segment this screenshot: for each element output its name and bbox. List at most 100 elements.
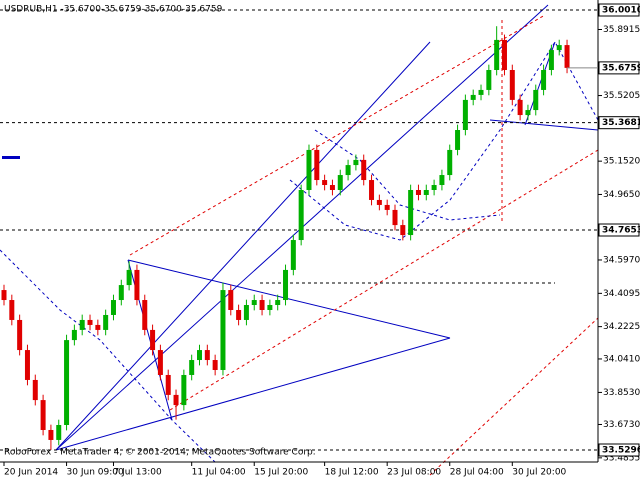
- candle-body: [126, 269, 132, 286]
- x-tick-label: 7 Jul 13:00: [113, 468, 162, 478]
- candle-body: [48, 429, 54, 440]
- level-label: 35.3681: [602, 118, 640, 128]
- candle-body: [236, 309, 242, 320]
- x-tick-label: 28 Jul 04:00: [450, 468, 504, 478]
- indicator-mark: [2, 156, 20, 159]
- y-tick-label: 33.4855: [603, 453, 640, 463]
- candle-body: [259, 300, 265, 310]
- candle-body: [376, 199, 382, 205]
- y-tick-label: 35.1520: [603, 157, 640, 167]
- candle-body: [56, 425, 62, 440]
- candle-body: [17, 319, 23, 351]
- candle-body: [103, 314, 109, 330]
- candle-body: [71, 329, 77, 341]
- price-label: 35.6759: [602, 63, 640, 73]
- candle-body: [173, 394, 179, 406]
- candle-body: [345, 165, 351, 176]
- candle-body: [79, 319, 85, 330]
- candle-body: [220, 290, 226, 370]
- candle-body: [494, 39, 500, 71]
- candle-body: [189, 360, 195, 375]
- candle-body: [298, 189, 304, 241]
- price-label-box: [598, 61, 640, 75]
- candle-body: [24, 350, 30, 380]
- candle-body: [95, 324, 101, 330]
- level-label-box: [598, 443, 640, 457]
- candle-body: [478, 89, 484, 95]
- candle-body: [470, 94, 476, 100]
- candle-body: [275, 300, 281, 306]
- x-tick-label: 23 Jul 08:00: [387, 468, 441, 478]
- candle-body: [204, 350, 210, 361]
- x-tick-label: 15 Jul 20:00: [254, 468, 308, 478]
- candle-body: [197, 350, 202, 361]
- level-label: 33.5296: [602, 446, 640, 456]
- y-tick-label: 35.8915: [603, 25, 640, 35]
- candle-body: [290, 240, 296, 270]
- y-tick-label: 35.5205: [603, 91, 640, 101]
- level-label-box: [598, 223, 640, 237]
- candle-body: [564, 45, 570, 68]
- candle-body: [548, 50, 554, 71]
- candle-body: [134, 269, 140, 301]
- candle-body: [142, 300, 148, 330]
- candle-body: [251, 300, 257, 306]
- candle-body: [87, 319, 93, 325]
- candle-body: [329, 185, 335, 190]
- candle-body: [392, 209, 398, 226]
- x-tick-label: 30 Jun 09:00: [67, 468, 124, 478]
- x-tick-label: 20 Jun 2014: [4, 468, 58, 478]
- candle-body: [212, 360, 218, 370]
- candle-body: [556, 45, 562, 51]
- chart-title: USDRUB,H1 -35.6700-35.6759-35.6700-35.67…: [4, 5, 223, 15]
- candle-body: [228, 290, 234, 310]
- y-tick-label: 34.5970: [603, 255, 640, 265]
- candle-body: [408, 189, 414, 236]
- candle-body: [369, 180, 375, 200]
- candle-body: [32, 379, 38, 401]
- candle-body: [165, 374, 171, 395]
- candle-body: [64, 340, 70, 426]
- level-label: 36.0010: [602, 6, 640, 16]
- candle-body: [353, 159, 359, 166]
- candle-body: [110, 300, 116, 315]
- copyright: RoboForex - MetaTrader 4, © 2001-2014, M…: [4, 448, 316, 458]
- candle-body: [9, 300, 15, 320]
- candle-body: [439, 175, 445, 186]
- candle-body: [501, 39, 507, 71]
- y-tick-label: 34.0410: [603, 354, 640, 364]
- candle-body: [533, 89, 539, 111]
- candle-body: [462, 99, 468, 131]
- level-label-box: [598, 116, 640, 130]
- candle-body: [337, 175, 343, 190]
- level-label: 34.7653: [602, 226, 640, 236]
- y-tick-label: 33.6730: [603, 420, 640, 430]
- candle-body: [157, 350, 163, 375]
- candle-body: [40, 400, 46, 430]
- candle-body: [447, 149, 453, 176]
- candle-body: [314, 149, 320, 181]
- candle-body: [283, 269, 289, 301]
- candle-body: [517, 99, 523, 116]
- candle-body: [384, 204, 390, 210]
- y-tick-label: 33.8530: [603, 388, 640, 398]
- y-tick-label: 34.2225: [603, 322, 640, 332]
- candle-body: [541, 70, 547, 90]
- candle-body: [400, 225, 406, 236]
- candle-body: [415, 189, 421, 195]
- candle-body: [306, 149, 312, 190]
- candle-body: [361, 159, 367, 181]
- candle-body: [243, 305, 249, 320]
- candle-body: [486, 70, 492, 90]
- x-tick-label: 11 Jul 04:00: [192, 468, 246, 478]
- x-tick-label: 18 Jul 12:00: [325, 468, 379, 478]
- y-tick-label: 34.9650: [603, 190, 640, 200]
- candle-body: [267, 305, 273, 310]
- candle-body: [118, 285, 124, 301]
- candle-body: [322, 180, 328, 186]
- candle-body: [181, 374, 187, 406]
- candle-body: [525, 110, 531, 116]
- x-tick-label: 30 Jul 20:00: [512, 468, 566, 478]
